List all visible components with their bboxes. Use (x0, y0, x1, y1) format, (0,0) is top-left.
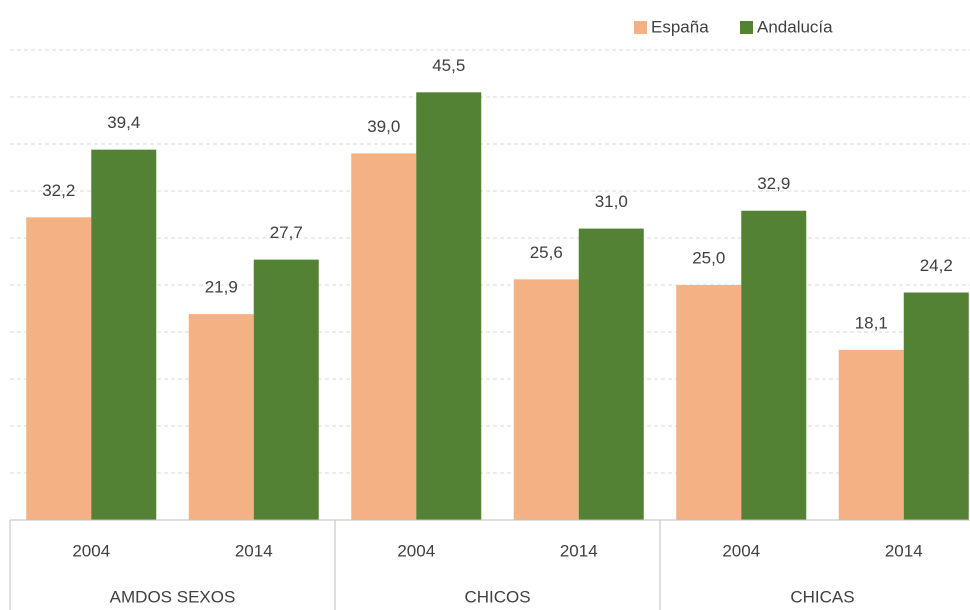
legend-swatch (634, 21, 647, 34)
x-tick-label: 2004 (722, 541, 760, 560)
group-label: CHICOS (464, 587, 530, 606)
bar (91, 149, 157, 520)
x-tick-label: 2014 (885, 541, 923, 560)
legend-swatch (740, 21, 753, 34)
data-label: 24,2 (920, 256, 953, 275)
bar (903, 292, 969, 520)
bar (26, 217, 92, 520)
x-tick-label: 2004 (397, 541, 435, 560)
bar (416, 92, 482, 521)
data-label: 39,4 (107, 113, 140, 132)
bar (578, 228, 644, 520)
group-label: CHICAS (790, 587, 854, 606)
x-tick-label: 2004 (72, 541, 110, 560)
data-label: 21,9 (205, 278, 238, 297)
data-label: 45,5 (432, 56, 465, 75)
bar (676, 285, 742, 520)
bar (188, 314, 254, 520)
bar (741, 210, 807, 521)
bar (838, 349, 904, 520)
data-label: 27,7 (270, 223, 303, 242)
data-label: 32,9 (757, 174, 790, 193)
x-tick-label: 2014 (235, 541, 273, 560)
bar (513, 279, 579, 520)
legend-label: Andalucía (757, 17, 833, 36)
data-label: 31,0 (595, 192, 628, 211)
data-label: 25,0 (692, 248, 725, 267)
bar (253, 259, 319, 520)
legend-label: España (651, 17, 709, 36)
bar (351, 153, 417, 520)
x-tick-label: 2014 (560, 541, 598, 560)
data-label: 25,6 (530, 243, 563, 262)
data-label: 39,0 (367, 117, 400, 136)
data-label: 18,1 (855, 313, 888, 332)
group-label: AMDOS SEXOS (110, 587, 236, 606)
data-label: 32,2 (42, 181, 75, 200)
